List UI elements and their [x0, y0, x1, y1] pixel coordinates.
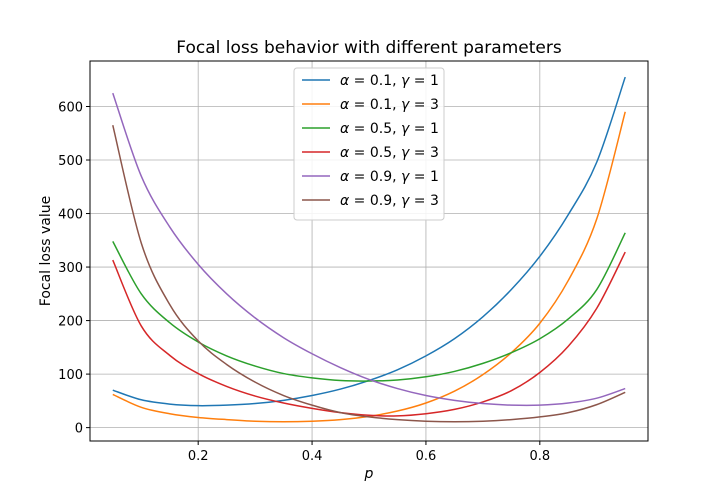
- series-lines: [112, 76, 626, 423]
- x-axis-label: p: [364, 466, 374, 482]
- x-tick-label: 0.2: [188, 449, 209, 464]
- x-tick-label: 0.8: [529, 449, 550, 464]
- legend-entry-0: α = 0.1, γ = 1: [340, 73, 439, 89]
- x-tick-label: 0.4: [302, 449, 323, 464]
- chart-title: Focal loss behavior with different param…: [176, 38, 562, 58]
- y-tick-label: 300: [58, 261, 83, 276]
- axis-ticks: 0.2 0.4 0.6 0.8 0 100 200 300 400 500 600: [58, 100, 550, 464]
- y-tick-label: 600: [58, 100, 83, 115]
- y-tick-label: 400: [58, 208, 83, 223]
- y-axis-label: Focal loss value: [38, 196, 54, 306]
- y-tick-label: 200: [58, 315, 83, 330]
- legend: α = 0.1, γ = 1 α = 0.1, γ = 3 α = 0.5, γ =…: [293, 67, 445, 221]
- series-line-3: [112, 251, 626, 417]
- legend-entry-2: α = 0.5, γ = 1: [340, 121, 439, 137]
- series-line-5: [112, 125, 626, 423]
- series-line-4: [112, 92, 626, 407]
- y-tick-label: 0: [75, 422, 83, 437]
- legend-entry-3: α = 0.5, γ = 3: [340, 145, 439, 161]
- y-tick-label: 100: [58, 368, 83, 383]
- legend-entry-5: α = 0.9, γ = 3: [340, 193, 439, 209]
- x-tick-label: 0.6: [416, 449, 437, 464]
- legend-entry-1: α = 0.1, γ = 3: [340, 97, 439, 113]
- legend-box: [293, 67, 445, 221]
- y-tick-label: 500: [58, 154, 83, 169]
- plot-frame: [89, 60, 649, 442]
- legend-entry-4: α = 0.9, γ = 1: [340, 169, 439, 185]
